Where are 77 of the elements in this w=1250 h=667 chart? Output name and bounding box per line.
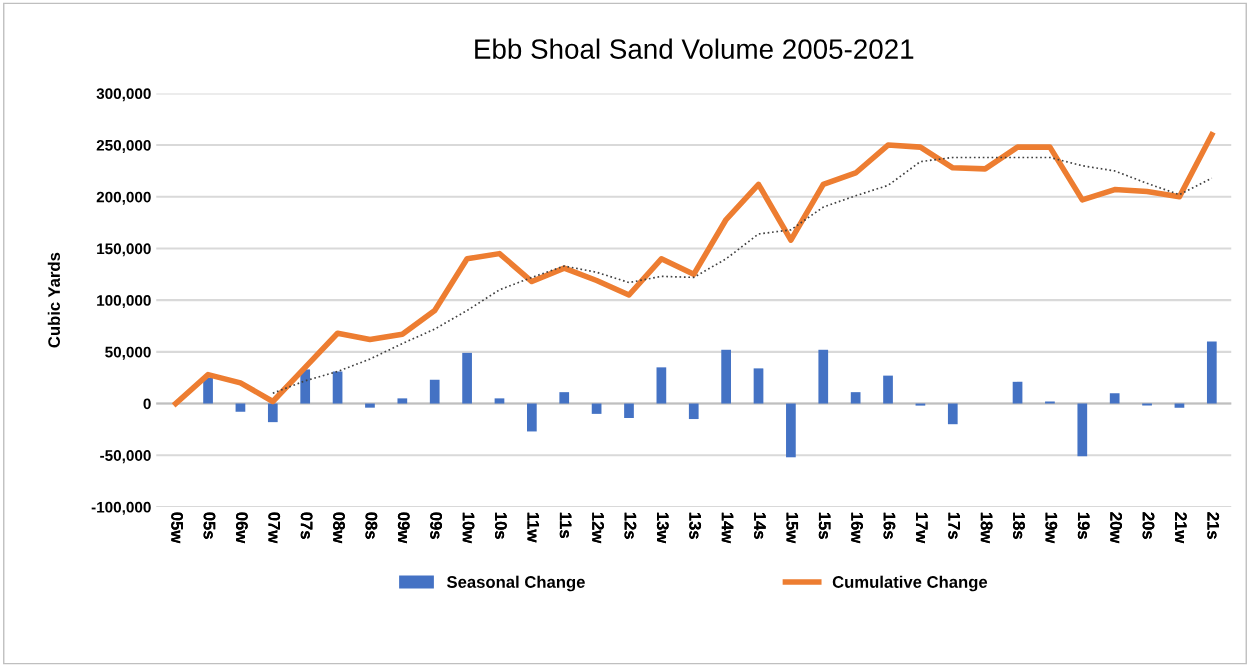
x-tick-label: 05w <box>171 512 184 544</box>
bar <box>721 349 731 404</box>
x-tick-label: 20s <box>1142 512 1155 539</box>
x-tick-label: 13s <box>689 512 702 539</box>
x-tick-label: 08w <box>333 512 345 544</box>
bar <box>559 392 570 404</box>
y-tick-label: 50,000 <box>105 346 151 360</box>
bar <box>332 371 343 404</box>
x-tick-label: 15w <box>786 512 799 544</box>
x-tick-label: 08s <box>365 512 378 539</box>
bar <box>915 403 926 406</box>
x-tick-label: 13w <box>656 512 669 544</box>
x-tick-label: 16s <box>883 512 896 539</box>
x-tick-label: 19s <box>1077 512 1090 539</box>
y-tick-label: 150,000 <box>97 243 151 257</box>
bar <box>1142 403 1152 406</box>
y-tick-label: 0 <box>143 398 151 410</box>
x-tick-label: 11w <box>527 512 540 543</box>
y-tick-label: 250,000 <box>96 139 151 153</box>
bar <box>1174 403 1185 408</box>
x-tick-label: 09w <box>397 512 410 544</box>
x-tick-label: 10s <box>495 512 507 539</box>
bar <box>494 398 505 404</box>
bar <box>1045 401 1055 404</box>
bar <box>786 403 796 458</box>
x-tick-label: 16w <box>851 512 863 544</box>
x-tick-label: 06w <box>235 512 248 544</box>
bar <box>753 368 764 404</box>
bar <box>947 403 958 425</box>
x-tick-label: 17s <box>948 512 960 539</box>
y-axis-title: Cubic Yards <box>47 252 61 348</box>
x-tick-label: 20w <box>1110 512 1123 544</box>
bar <box>235 403 246 412</box>
bar <box>267 403 278 423</box>
x-tick-label: 11s <box>559 512 572 538</box>
bar <box>591 403 602 414</box>
y-tick-label: 300,000 <box>96 88 151 102</box>
bar <box>462 352 472 404</box>
x-tick-label: 07w <box>268 512 281 544</box>
y-tick-label: 200,000 <box>96 191 151 205</box>
bar <box>1077 403 1088 457</box>
bar <box>1109 393 1120 404</box>
x-tick-label: 12w <box>592 512 604 544</box>
bar <box>527 403 537 432</box>
bar <box>656 367 667 404</box>
bar <box>397 398 408 404</box>
bar <box>818 349 829 404</box>
x-tick-label: 21s <box>1207 512 1220 539</box>
x-tick-label: 05s <box>203 512 216 539</box>
y-tick-label: 100,000 <box>97 295 151 309</box>
bar <box>300 369 311 404</box>
bar <box>203 377 213 404</box>
bar <box>850 392 861 404</box>
bar <box>688 403 699 420</box>
x-tick-label: 09s <box>430 512 443 539</box>
legend-label: Cumulative Change <box>832 575 988 592</box>
x-tick-label: 18s <box>1013 512 1025 539</box>
x-tick-label: 17w <box>916 512 928 544</box>
legend-label: Seasonal Change <box>446 575 585 592</box>
x-tick-label: 21w <box>1175 512 1187 544</box>
bar <box>624 403 634 419</box>
bar <box>1206 341 1217 404</box>
y-tick-label: -100,000 <box>91 501 151 515</box>
bar <box>883 375 893 404</box>
x-tick-label: 18w <box>980 512 993 544</box>
bar <box>1012 381 1023 404</box>
x-tick-label: 14w <box>721 512 734 544</box>
chart-title: Ebb Shoal Sand Volume 2005-2021 <box>475 38 914 59</box>
bar <box>429 379 440 404</box>
y-tick-label: -50,000 <box>100 450 151 464</box>
x-tick-label: 07s <box>300 512 313 539</box>
x-tick-label: 15s <box>818 512 831 539</box>
x-tick-label: 14s <box>754 512 766 539</box>
x-tick-label: 19w <box>1045 512 1058 544</box>
x-tick-label: 12s <box>624 512 637 539</box>
bar <box>365 403 375 408</box>
x-tick-label: 10w <box>462 512 475 544</box>
